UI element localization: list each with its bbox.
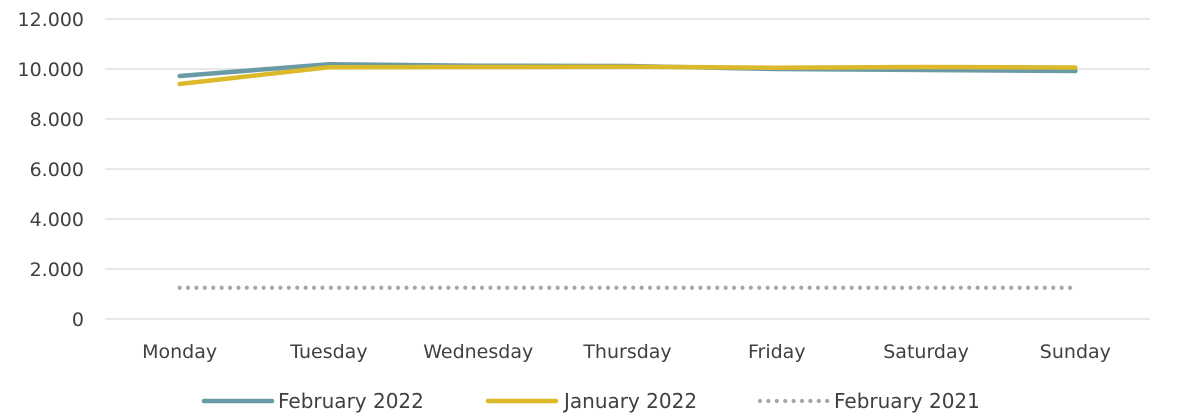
x-tick-label: Wednesday <box>423 341 533 363</box>
x-tick-label: Thursday <box>582 341 671 363</box>
x-tick-label: Saturday <box>883 341 969 363</box>
y-tick-label: 2.000 <box>30 259 84 281</box>
series-lines <box>177 62 1078 290</box>
legend: February 2022 January 2022 February 2021 <box>201 389 980 413</box>
y-axis: 0 2.000 4.000 6.000 8.000 10.000 12.000 <box>18 9 84 331</box>
x-axis: Monday Tuesday Wednesday Thursday Friday Satu… <box>142 341 1111 363</box>
y-tick-label: 0 <box>72 309 84 331</box>
y-tick-label: 8.000 <box>30 109 84 131</box>
x-tick-label: Tuesday <box>289 341 367 363</box>
x-tick-label: Friday <box>748 341 806 363</box>
x-tick-label: Sunday <box>1040 341 1111 363</box>
y-tick-label: 4.000 <box>30 209 84 231</box>
legend-label: February 2021 <box>834 389 980 413</box>
y-tick-label: 6.000 <box>30 159 84 181</box>
legend-label: January 2022 <box>562 389 697 413</box>
y-tick-label: 10.000 <box>18 59 84 81</box>
legend-label: February 2022 <box>278 389 424 413</box>
x-tick-label: Monday <box>142 341 217 363</box>
y-tick-label: 12.000 <box>18 9 84 31</box>
